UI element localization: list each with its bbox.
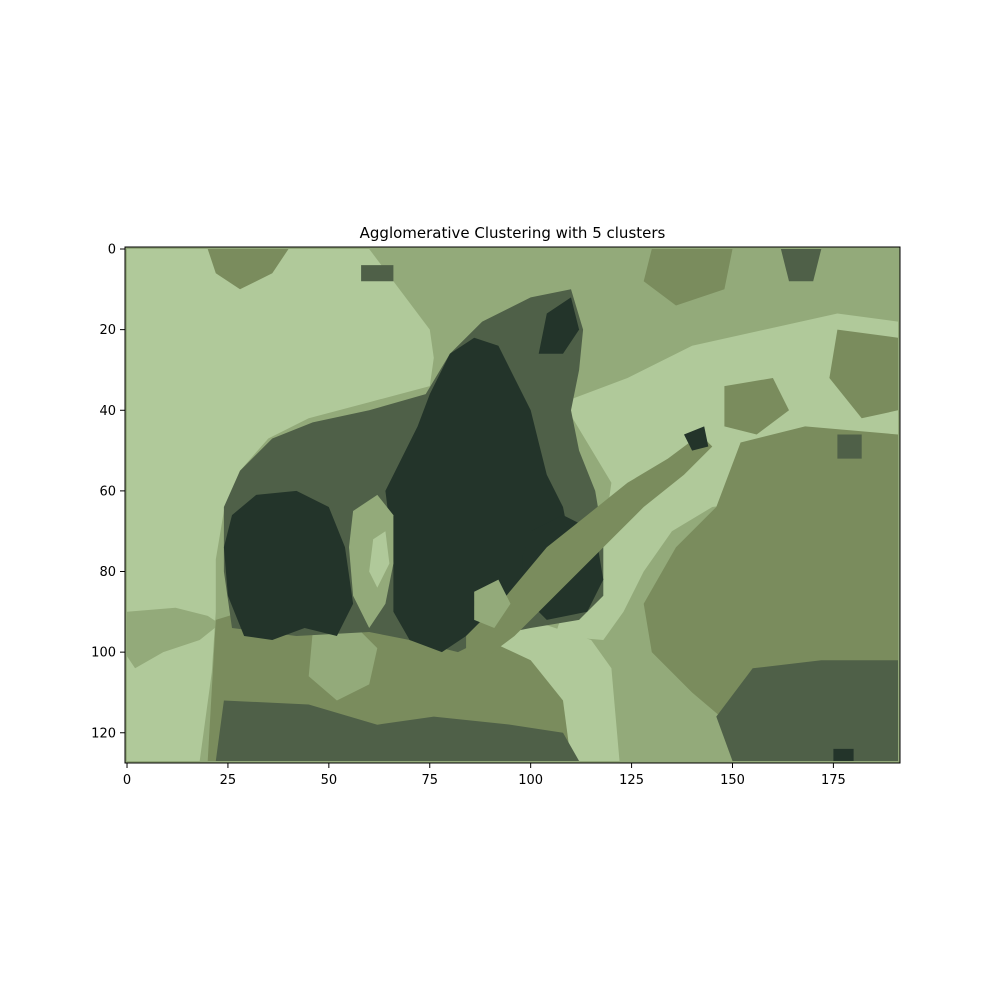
y-tick-label: 60 — [99, 484, 116, 499]
cluster-2-region — [829, 329, 898, 419]
x-tick-label: 0 — [123, 773, 131, 788]
x-tick-label: 175 — [821, 773, 846, 788]
y-tick-label: 100 — [91, 646, 116, 661]
y-tick-label: 20 — [99, 323, 116, 338]
cluster-1-region — [308, 619, 378, 701]
y-tick-label: 40 — [99, 404, 116, 419]
y-tick-label: 120 — [91, 726, 116, 741]
cluster-4-region — [833, 748, 854, 761]
cluster-image — [125, 247, 900, 763]
x-axis: 0 25 50 75 100 125 150 175 — [123, 763, 846, 788]
chart-title: Agglomerative Clustering with 5 clusters — [360, 224, 666, 242]
x-tick-label: 25 — [220, 773, 237, 788]
cluster-2-region — [207, 249, 289, 290]
x-tick-label: 150 — [720, 773, 745, 788]
cluster-0-region — [554, 313, 898, 640]
cluster-4-region — [223, 490, 354, 640]
axes-frame — [124, 246, 901, 764]
cluster-3-region — [716, 660, 898, 761]
cluster-3-region — [837, 434, 862, 459]
cluster-3-region — [215, 700, 580, 761]
cluster-2-region — [466, 434, 713, 661]
y-axis: 0 20 40 60 80 100 120 — [91, 243, 125, 741]
cluster-4-region — [538, 297, 580, 354]
cluster-4-region — [684, 426, 709, 451]
cluster-2-region — [643, 249, 733, 306]
cluster-3-region — [780, 249, 822, 282]
x-tick-label: 75 — [421, 773, 438, 788]
cluster-3-region — [361, 265, 394, 282]
x-tick-label: 100 — [518, 773, 543, 788]
cluster-1-region — [127, 607, 220, 669]
y-tick-label: 0 — [108, 243, 116, 258]
cluster-2-region — [724, 378, 789, 435]
x-tick-label: 125 — [619, 773, 644, 788]
cluster-1-region — [474, 579, 511, 628]
y-tick-label: 80 — [99, 565, 116, 580]
x-tick-label: 50 — [321, 773, 338, 788]
cluster-0-region — [369, 531, 390, 588]
